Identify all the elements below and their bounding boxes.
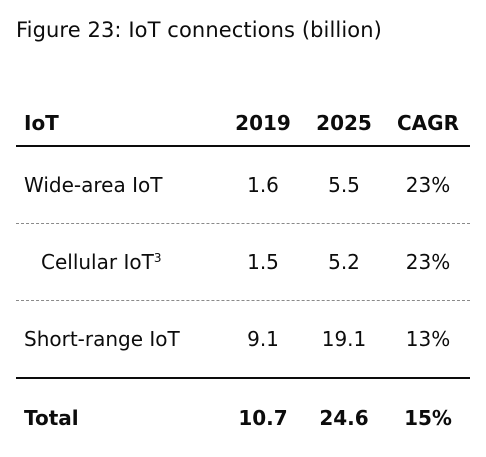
cellular-iot-text: Cellular IoT xyxy=(41,250,154,274)
cell-2019: 1.5 xyxy=(247,250,279,274)
total-label: Total xyxy=(24,406,79,430)
iot-connections-table: IoT 2019 2025 CAGR Wide-area IoT 1.6 5.5… xyxy=(16,100,470,457)
cell-2025: 5.2 xyxy=(328,250,360,274)
row-label-cellular-iot: Cellular IoT3 xyxy=(41,250,161,274)
row-label-wide-area-iot: Wide-area IoT xyxy=(24,173,163,197)
cell-2019: 9.1 xyxy=(247,327,279,351)
cell-cagr: 23% xyxy=(405,173,451,197)
header-cagr: CAGR xyxy=(397,110,459,135)
header-2025: 2025 xyxy=(316,110,372,135)
cell-2019: 1.6 xyxy=(247,173,279,197)
table-row: Wide-area IoT 1.6 5.5 23% xyxy=(16,147,470,224)
table-row: Short-range IoT 9.1 19.1 13% xyxy=(16,301,470,377)
footnote-marker: 3 xyxy=(153,251,162,265)
total-cagr: 15% xyxy=(404,406,452,430)
cell-2025: 5.5 xyxy=(328,173,360,197)
table-total-row: Total 10.7 24.6 15% xyxy=(16,377,470,457)
figure-title: Figure 23: IoT connections (billion) xyxy=(16,18,382,42)
table-row: Cellular IoT3 1.5 5.2 23% xyxy=(16,224,470,301)
cell-2025: 19.1 xyxy=(321,327,367,351)
header-iot: IoT xyxy=(24,110,59,135)
cell-cagr: 23% xyxy=(405,250,451,274)
total-2019: 10.7 xyxy=(238,406,288,430)
row-label-short-range-iot: Short-range IoT xyxy=(24,327,180,351)
table-header-row: IoT 2019 2025 CAGR xyxy=(16,100,470,147)
header-2019: 2019 xyxy=(235,110,291,135)
cell-cagr: 13% xyxy=(405,327,451,351)
total-2025: 24.6 xyxy=(319,406,369,430)
